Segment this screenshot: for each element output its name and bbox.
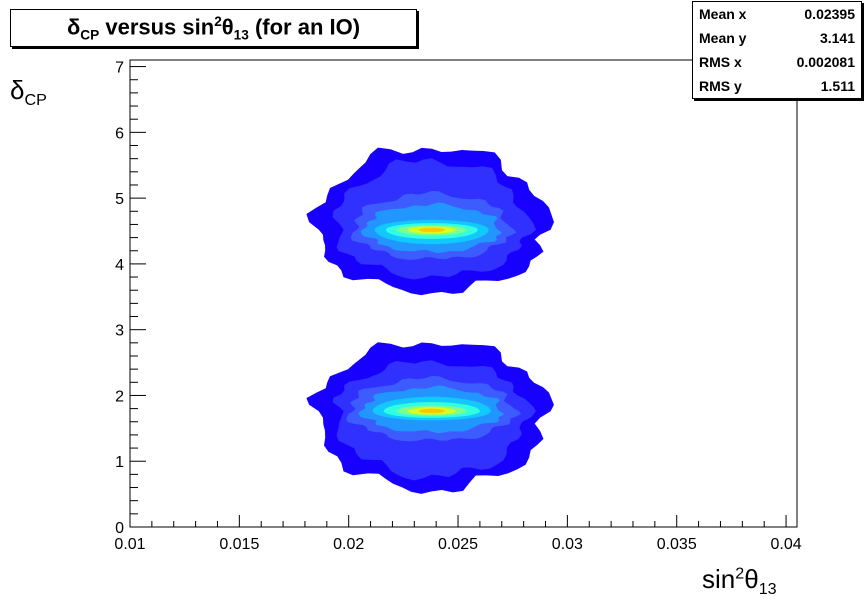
y-tick-label: 0 [115, 520, 124, 537]
y-axis-label-sub: CP [24, 91, 47, 110]
stats-row: RMS x 0.002081 [693, 50, 861, 74]
stats-value: 0.002081 [796, 54, 855, 70]
y-tick-label: 4 [115, 257, 124, 274]
stats-row: RMS y 1.511 [693, 74, 861, 98]
x-tick-label: 0.015 [219, 536, 259, 553]
stats-label: RMS x [699, 54, 742, 70]
title-delta-sub: CP [80, 27, 100, 43]
stats-value: 1.511 [820, 78, 855, 94]
y-tick-label: 7 [115, 60, 124, 77]
title-theta: θ [221, 13, 234, 39]
x-axis-label-sup: 2 [735, 564, 745, 583]
x-axis: 0.01 0.015 0.02 0.025 0.03 0.035 0.04 [114, 515, 802, 553]
title-delta: δ [66, 13, 81, 39]
y-tick-label: 1 [115, 454, 124, 471]
stats-label: RMS y [699, 78, 742, 94]
y-axis: 0 1 2 3 4 5 6 7 [115, 60, 146, 537]
contour-layer [306, 147, 554, 494]
y-tick-label: 6 [115, 125, 124, 142]
upper-lobe-level-9 [418, 227, 445, 233]
stats-row: Mean y 3.141 [693, 26, 861, 50]
stats-label: Mean x [699, 6, 747, 22]
lower-lobe-level-9 [418, 408, 445, 414]
title-mid: versus sin [99, 13, 215, 39]
title-sup: 2 [214, 13, 222, 29]
chart-title: δCP versus sin2θ13 (for an IO) [67, 14, 360, 43]
stats-value: 3.141 [819, 30, 855, 46]
stats-value: 0.02395 [804, 6, 855, 22]
y-tick-label: 3 [115, 323, 124, 340]
x-axis-label-sub: 13 [758, 580, 777, 599]
stats-box: Mean x 0.02395 Mean y 3.141 RMS x 0.002081 … [692, 1, 862, 99]
stats-label: Mean y [699, 30, 747, 46]
plot-frame [129, 59, 798, 528]
x-axis-label-base: sin [702, 564, 736, 594]
x-tick-label: 0.02 [333, 536, 364, 553]
x-axis-label: sin2θ13 [702, 564, 777, 599]
title-tail: (for an IO) [248, 13, 361, 39]
title-theta-sub: 13 [233, 27, 249, 43]
x-tick-label: 0.03 [552, 536, 583, 553]
y-axis-label-base: δ [10, 75, 25, 105]
stats-row: Mean x 0.02395 [693, 2, 861, 26]
x-axis-label-theta: θ [744, 564, 759, 594]
chart-title-box: δCP versus sin2θ13 (for an IO) [10, 9, 417, 47]
x-tick-label: 0.01 [114, 536, 145, 553]
y-tick-label: 5 [115, 191, 124, 208]
x-tick-label: 0.04 [770, 536, 801, 553]
y-tick-label: 2 [115, 388, 124, 405]
x-tick-label: 0.025 [438, 536, 478, 553]
y-axis-label: δCP [10, 75, 47, 110]
x-tick-label: 0.035 [657, 536, 697, 553]
